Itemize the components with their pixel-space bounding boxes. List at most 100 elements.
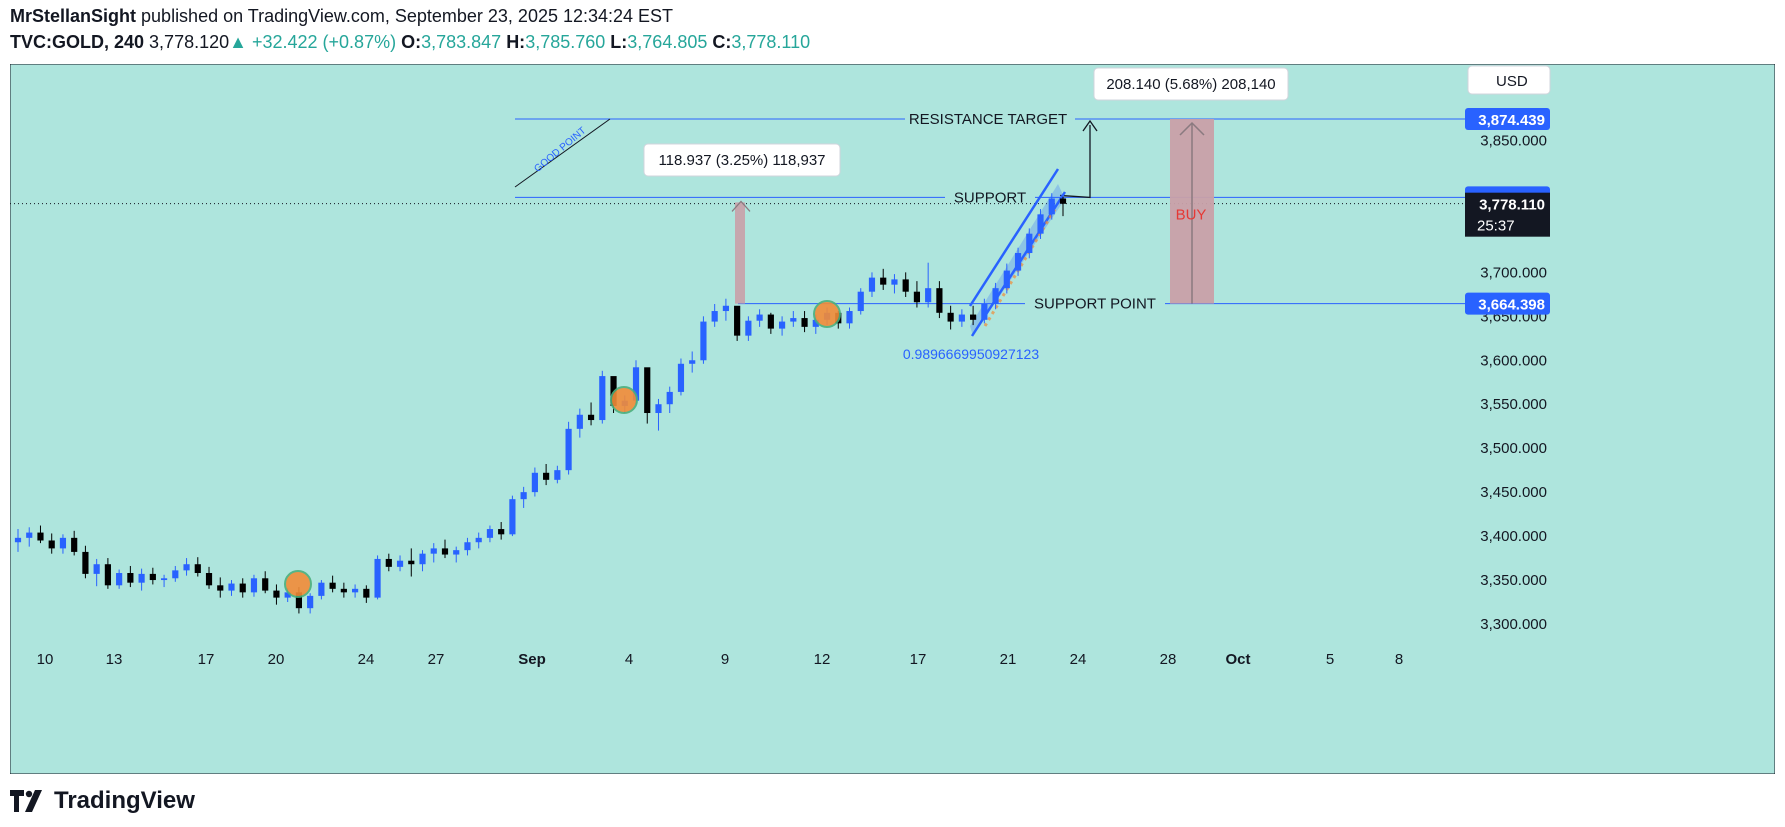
close-label: C: bbox=[712, 32, 732, 52]
ratio-label: 0.9896669950927123 bbox=[903, 346, 1039, 362]
candle-body bbox=[925, 288, 932, 303]
candle-body bbox=[812, 319, 819, 327]
current-price-label: 3,778.110 bbox=[1479, 197, 1545, 214]
author-name[interactable]: MrStellanSight bbox=[10, 6, 137, 26]
publish-line: MrStellanSight published on TradingView.… bbox=[10, 6, 673, 27]
candle-body bbox=[48, 540, 55, 549]
low-value: 3,764.805 bbox=[627, 32, 708, 52]
candle-body bbox=[307, 595, 314, 609]
candle-body bbox=[767, 314, 774, 329]
high-label: H: bbox=[506, 32, 526, 52]
x-tick-label: 17 bbox=[198, 651, 215, 668]
y-tick-label: 3,500.000 bbox=[1480, 440, 1547, 457]
good-point-trendline bbox=[514, 118, 611, 188]
candle-body bbox=[936, 288, 943, 313]
price-change: +32.422 (+0.87%) bbox=[251, 32, 397, 52]
candle-body bbox=[1003, 270, 1010, 289]
tradingview-logo[interactable]: TradingView bbox=[10, 787, 195, 815]
current-price-box bbox=[1465, 192, 1550, 237]
x-tick-label: 27 bbox=[428, 651, 445, 668]
candle-body bbox=[59, 537, 67, 549]
annotations bbox=[284, 300, 841, 598]
candle-body bbox=[160, 578, 168, 581]
candle-body bbox=[509, 499, 516, 535]
candle-body bbox=[970, 314, 977, 320]
y-tick-label: 3,700.000 bbox=[1480, 264, 1547, 281]
high-value: 3,785.760 bbox=[525, 32, 606, 52]
candle-body bbox=[520, 492, 527, 500]
measure-callout-2-box bbox=[1093, 67, 1289, 101]
candle-body bbox=[801, 318, 808, 327]
resistance-target-label: RESISTANCE TARGET bbox=[909, 111, 1067, 128]
chart-background bbox=[10, 64, 1775, 774]
candle-body bbox=[868, 277, 876, 292]
candle-body bbox=[666, 391, 673, 405]
x-tick-label: 21 bbox=[1000, 651, 1017, 668]
circle-marker-1 bbox=[284, 570, 312, 598]
candle-body bbox=[576, 414, 583, 429]
x-axis[interactable]: 10 13 17 20 24 27 Sep 4 9 12 17 21 24 28 Oct 5 8 bbox=[37, 651, 1404, 668]
open-label: O: bbox=[401, 32, 422, 52]
candle-body bbox=[498, 529, 505, 535]
candle-body bbox=[363, 588, 370, 598]
x-tick-label: Oct bbox=[1225, 651, 1250, 668]
candle-body bbox=[138, 573, 145, 583]
candle-body bbox=[385, 558, 392, 567]
x-tick-label: 20 bbox=[268, 651, 285, 668]
candle-body bbox=[554, 470, 561, 480]
candle-body bbox=[891, 279, 898, 285]
x-tick-label: 28 bbox=[1160, 651, 1177, 668]
candle-body bbox=[37, 532, 44, 541]
candle-body bbox=[93, 564, 100, 574]
price-label: 3,874.439 bbox=[1478, 112, 1545, 129]
symbol-label[interactable]: TVC:GOLD, 240 bbox=[10, 32, 145, 52]
candle-body bbox=[1059, 198, 1067, 204]
candle-body bbox=[778, 321, 786, 329]
x-tick-label: 17 bbox=[910, 651, 927, 668]
x-tick-label: 10 bbox=[37, 651, 54, 668]
candle-body bbox=[374, 558, 381, 598]
candle-body bbox=[250, 578, 258, 593]
target-path bbox=[1059, 125, 1091, 199]
candle-body bbox=[408, 560, 415, 565]
x-tick-label: 9 bbox=[721, 651, 729, 668]
candle-body bbox=[655, 404, 662, 414]
candle-body bbox=[711, 311, 718, 322]
candle-body bbox=[587, 414, 595, 421]
y-tick-label: 3,600.000 bbox=[1480, 352, 1547, 369]
x-tick-label: 13 bbox=[106, 651, 123, 668]
candle-body bbox=[284, 592, 291, 598]
candle-body bbox=[902, 279, 909, 292]
y-tick-label: 3,550.000 bbox=[1480, 396, 1547, 413]
candle-body bbox=[104, 564, 111, 586]
open-value: 3,783.847 bbox=[421, 32, 502, 52]
candle-body bbox=[599, 376, 606, 421]
candle-body bbox=[273, 590, 280, 598]
y-axis[interactable]: USD3,850.0003,700.0003,650.0003,600.0003… bbox=[1465, 65, 1551, 633]
candle-body bbox=[689, 360, 696, 364]
currency-label: USD bbox=[1496, 73, 1528, 90]
tradingview-logo-icon bbox=[10, 790, 42, 812]
candle-body bbox=[116, 573, 123, 586]
candle-body bbox=[913, 291, 921, 303]
candle-body bbox=[756, 314, 763, 321]
candle-body bbox=[329, 582, 336, 589]
candle-body bbox=[722, 305, 729, 312]
measure-box-1 bbox=[735, 202, 745, 304]
candle-body bbox=[441, 548, 449, 555]
last-price: 3,778.120 bbox=[149, 32, 230, 52]
candle-body bbox=[149, 573, 156, 581]
channel-upper-line bbox=[968, 168, 1060, 307]
candle-body bbox=[632, 367, 640, 401]
candle-body bbox=[1026, 233, 1033, 254]
candle-body bbox=[958, 314, 965, 322]
candle-body bbox=[475, 537, 482, 543]
y-tick-label: 3,450.000 bbox=[1480, 484, 1547, 501]
candle-body bbox=[1037, 214, 1044, 234]
close-value: 3,778.110 bbox=[731, 32, 811, 52]
buy-arrow-up-icon bbox=[1179, 121, 1205, 136]
candle-body bbox=[644, 367, 651, 414]
candle-body bbox=[430, 548, 437, 554]
candle-body bbox=[217, 585, 224, 591]
